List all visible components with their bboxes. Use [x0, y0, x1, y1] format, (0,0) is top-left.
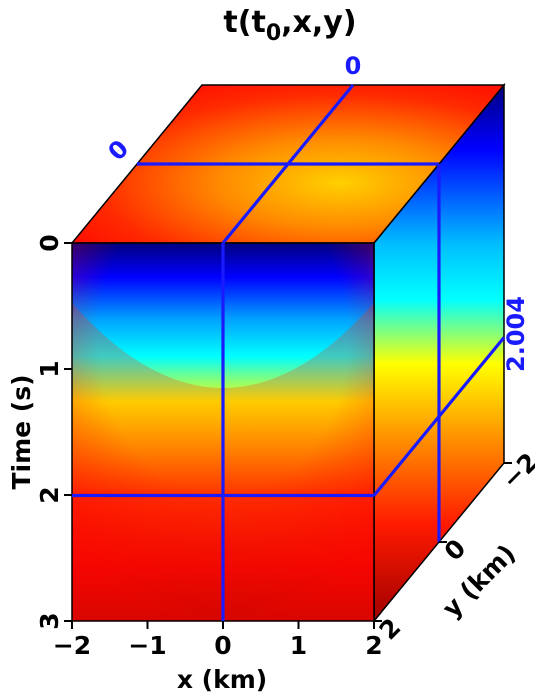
- time-tick-label: 2: [35, 486, 64, 503]
- slice-time-label: 2.004: [502, 296, 530, 372]
- x-tick-label: 1: [290, 631, 307, 660]
- x-tick-label: 0: [214, 631, 231, 660]
- time-axis-title: Time (s): [7, 374, 36, 489]
- x-tick-label: −2: [53, 631, 91, 660]
- slice-y-label: 0: [103, 135, 135, 167]
- x-tick-label: −1: [128, 631, 166, 660]
- y-tick-label: 0: [439, 534, 472, 567]
- slice-x-label: 0: [345, 52, 362, 80]
- chart-title: t(t0,x,y): [223, 5, 356, 46]
- time-tick-label: 3: [35, 612, 64, 629]
- x-tick-label: 2: [365, 631, 382, 660]
- time-tick-label: 0: [35, 234, 64, 251]
- x-axis-title: x (km): [177, 665, 267, 694]
- time-tick-label: 1: [35, 360, 64, 377]
- slice-lines: [72, 83, 506, 621]
